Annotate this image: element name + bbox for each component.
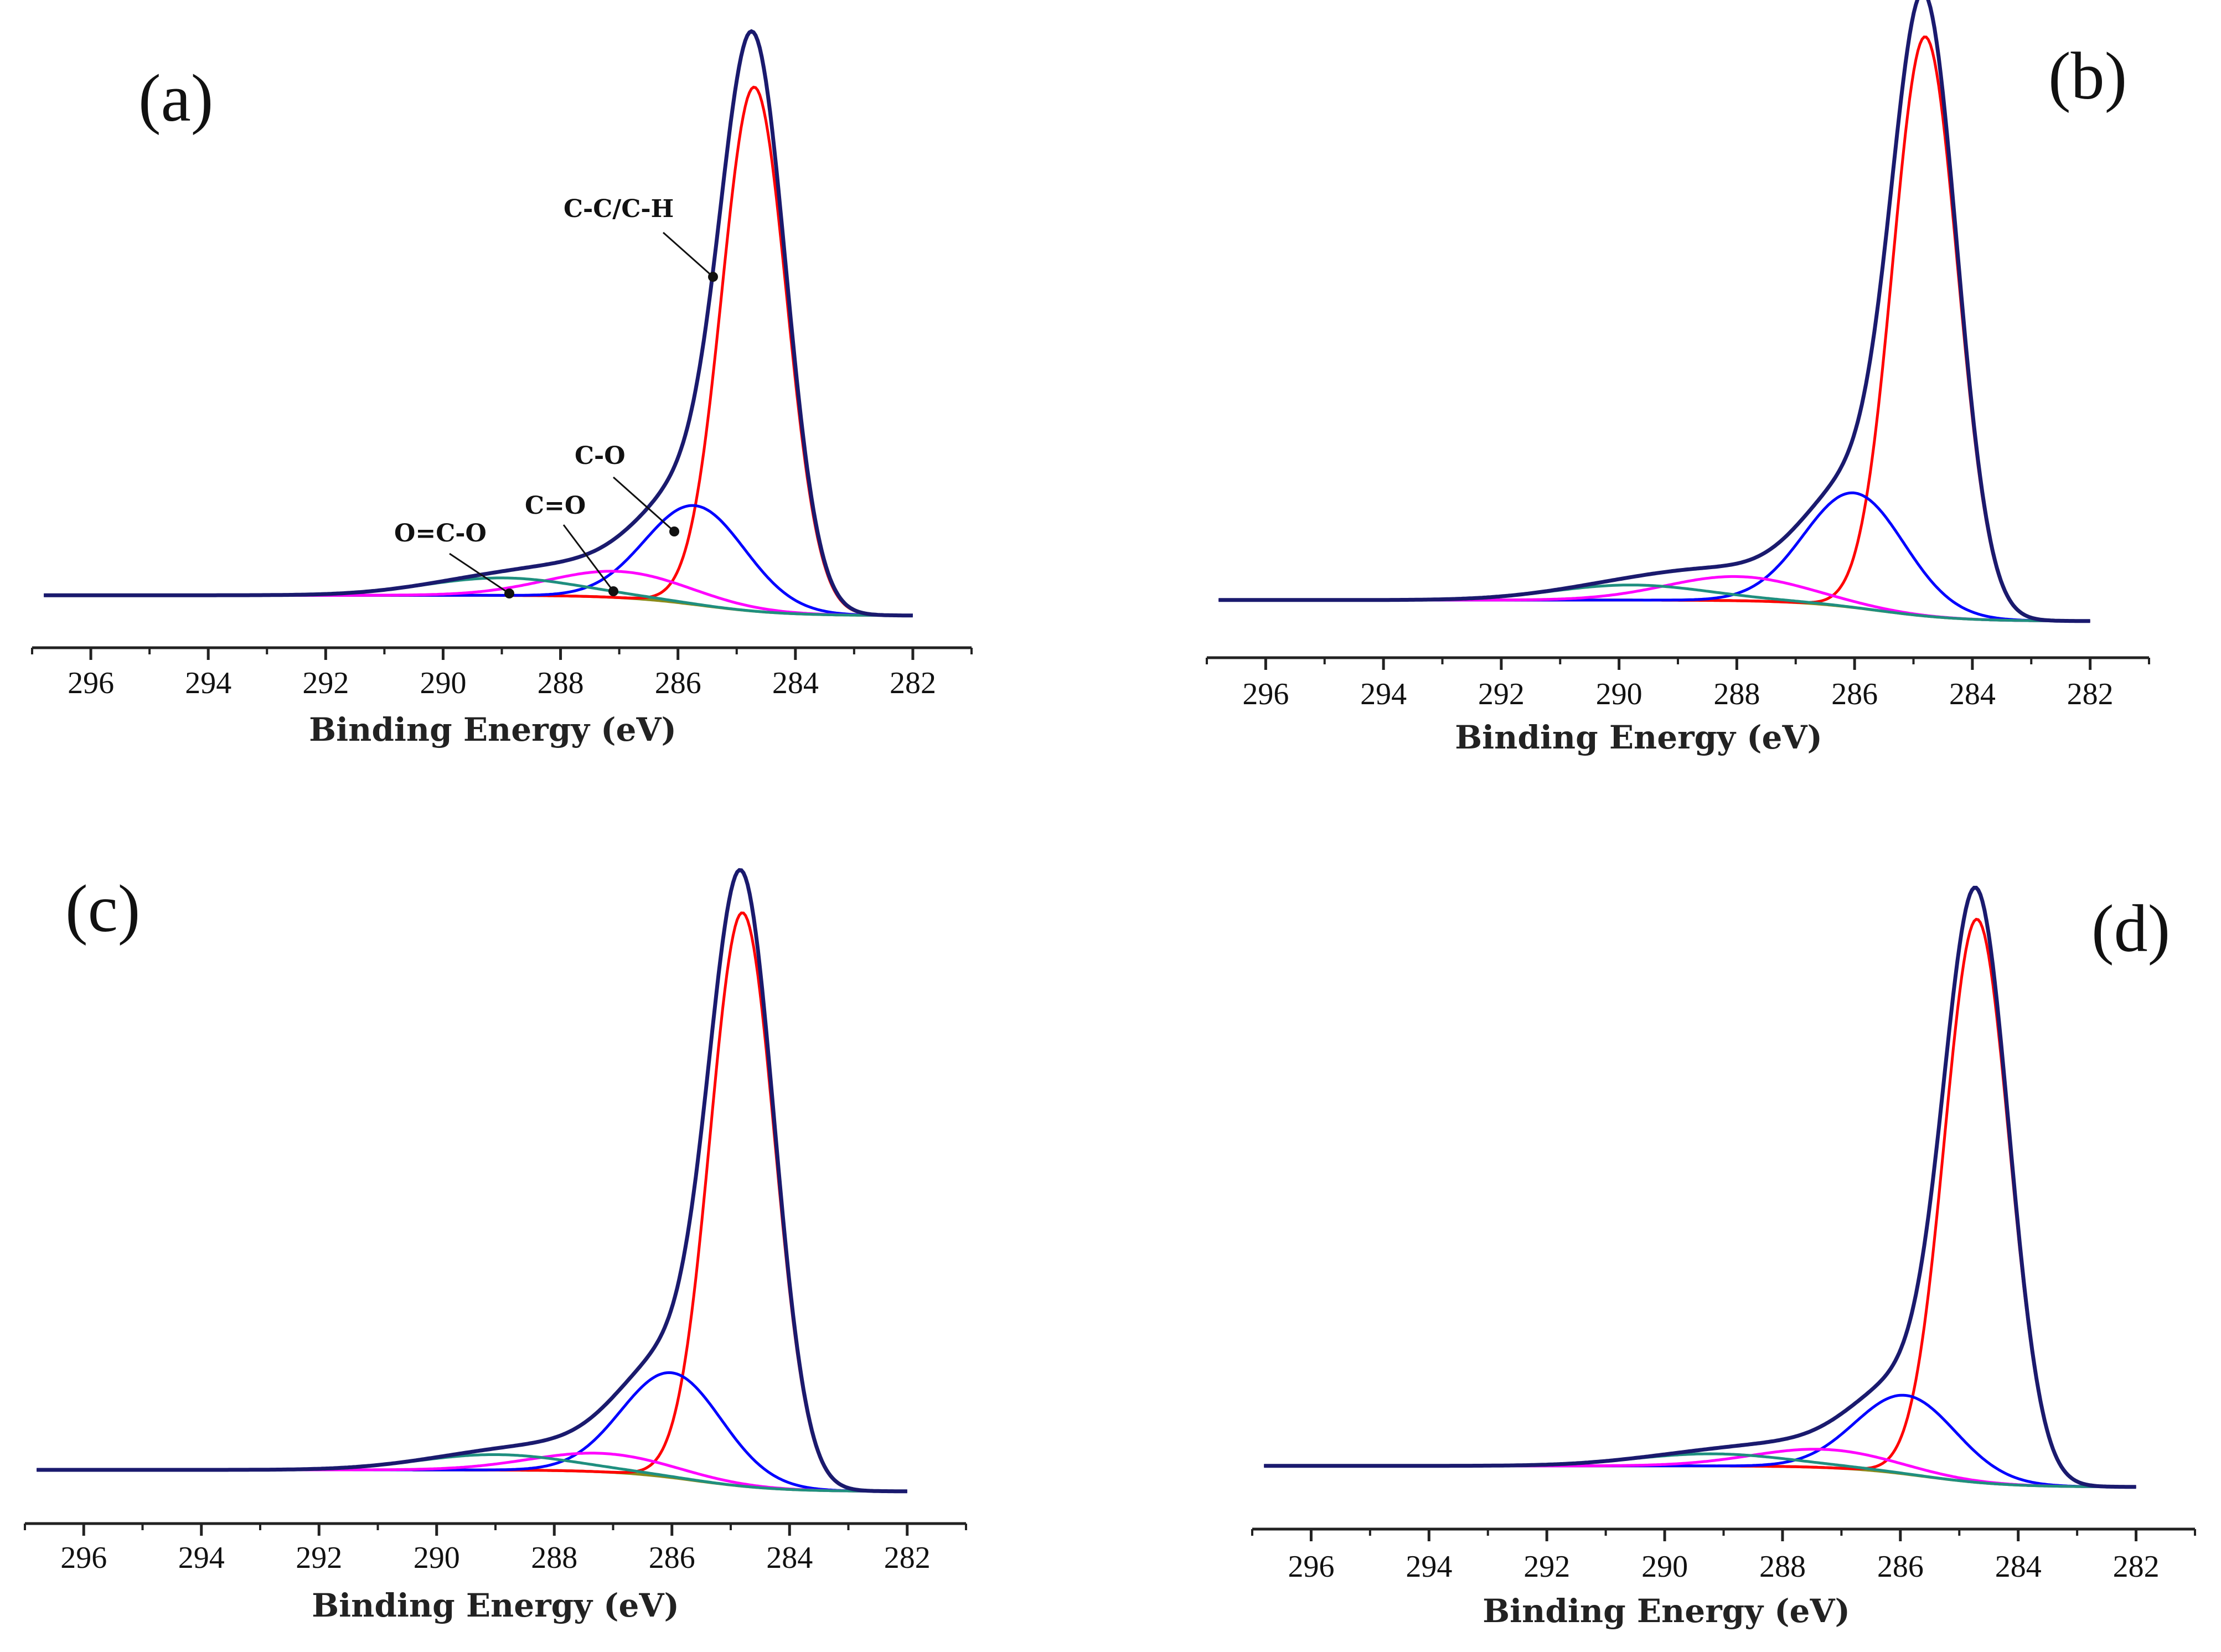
panel-b: (b) 296 294 292 290 288 286 284 282 Binding Ene… xyxy=(1206,0,2150,756)
panel-b-tick-label-294: 294 xyxy=(1360,677,1407,711)
panel-a-tick-label-284: 284 xyxy=(772,666,819,700)
panel-d-curves xyxy=(1264,886,2136,1489)
panel-c-label: (c) xyxy=(65,871,140,946)
panel-c-series-envelope xyxy=(37,868,907,1494)
panel-b-tick-label-288: 288 xyxy=(1713,677,1760,711)
panel-d-x-axis-title: Binding Energy (eV) xyxy=(1483,1592,1850,1630)
panel-c-tick-label-288: 288 xyxy=(531,1541,577,1575)
panel-a-tick-label-282: 282 xyxy=(890,666,936,700)
panel-d-tick-label-286: 286 xyxy=(1877,1550,1924,1584)
panel-a: (a) 296 294 292 290 288 286 284 282 Binding Ene… xyxy=(31,29,973,748)
panel-c-tick-label-292: 292 xyxy=(296,1541,342,1575)
panel-a-tick-label-290: 290 xyxy=(420,666,466,700)
panel-c-tick-label-290: 290 xyxy=(414,1541,460,1575)
panel-a-tick-label-286: 286 xyxy=(655,666,701,700)
panel-c-series-o-c-o xyxy=(37,1453,907,1493)
panel-b-tick-label-282: 282 xyxy=(2067,677,2114,711)
panel-d-tick-label-288: 288 xyxy=(1759,1550,1806,1584)
panel-c-curves xyxy=(37,868,907,1494)
panel-b-ticks: 296 294 292 290 288 286 284 282 xyxy=(1206,658,2150,711)
annotation-c-double-o-marker xyxy=(608,586,618,596)
annotation-o-c-o: O=C-O xyxy=(394,519,487,548)
panel-a-curves xyxy=(44,29,913,618)
panel-a-tick-label-296: 296 xyxy=(68,666,114,700)
panel-d-series-c-o xyxy=(1264,1393,2136,1489)
panel-b-tick-label-292: 292 xyxy=(1478,677,1525,711)
annotation-o-c-o-pointer xyxy=(449,553,510,595)
panel-b-curves xyxy=(1218,0,2090,623)
annotation-c-c-c-h: C-C/C-H xyxy=(564,195,674,223)
panel-d: (d) 296 294 292 290 288 286 284 282 Binding Ene… xyxy=(1251,886,2196,1630)
panel-a-label: (a) xyxy=(138,61,213,136)
panel-a-x-axis-title: Binding Energy (eV) xyxy=(309,711,676,748)
panel-c-series-c-o xyxy=(37,1371,907,1493)
panel-c-ticks: 296 294 292 290 288 286 284 282 xyxy=(24,1524,967,1575)
panel-d-tick-label-296: 296 xyxy=(1288,1550,1334,1584)
panel-d-ticks: 296 294 292 290 288 286 284 282 xyxy=(1251,1529,2196,1584)
annotation-c-double-o-pointer xyxy=(562,524,614,592)
panel-d-tick-label-294: 294 xyxy=(1406,1550,1452,1584)
panel-a-annotations: C-C/C-H C-O C=O O=C-O xyxy=(394,195,718,598)
panel-b-series-o-c-o xyxy=(1218,584,2090,623)
annotation-c-c-c-h-pointer xyxy=(663,231,714,278)
panel-d-label: (d) xyxy=(2091,891,2170,966)
annotation-c-o-marker xyxy=(669,526,679,536)
panel-c-tick-label-284: 284 xyxy=(766,1541,813,1575)
panel-c-tick-label-294: 294 xyxy=(178,1541,225,1575)
panel-d-tick-label-284: 284 xyxy=(1995,1550,2042,1584)
annotation-c-o: C-O xyxy=(575,442,626,470)
panel-c-tick-label-296: 296 xyxy=(60,1541,107,1575)
annotation-c-c-c-h-marker xyxy=(708,272,718,282)
annotation-c-double-o: C=O xyxy=(525,492,586,520)
panel-b-series-c-c-c-h xyxy=(1218,35,2090,623)
panel-c-series-c-o xyxy=(37,1452,907,1493)
panel-a-tick-label-294: 294 xyxy=(185,666,231,700)
panel-a-tick-label-288: 288 xyxy=(538,666,584,700)
panel-a-series-envelope xyxy=(44,29,913,618)
panel-c-x-axis-title: Binding Energy (eV) xyxy=(312,1587,679,1624)
panel-c-tick-label-286: 286 xyxy=(649,1541,695,1575)
annotation-o-c-o-marker xyxy=(504,588,514,598)
panel-a-tick-label-292: 292 xyxy=(302,666,349,700)
panel-d-tick-label-292: 292 xyxy=(1523,1550,1570,1584)
panel-b-tick-label-296: 296 xyxy=(1242,677,1289,711)
panel-d-tick-label-290: 290 xyxy=(1641,1550,1688,1584)
panel-a-ticks: 296 294 292 290 288 286 284 282 xyxy=(31,648,973,700)
panel-c-tick-label-282: 282 xyxy=(884,1541,931,1575)
panel-b-x-axis-title: Binding Energy (eV) xyxy=(1455,719,1822,756)
panel-d-tick-label-282: 282 xyxy=(2113,1550,2160,1584)
panel-b-tick-label-290: 290 xyxy=(1596,677,1642,711)
panel-c-series-c-c-c-h xyxy=(37,911,907,1493)
panel-d-series-c-c-c-h xyxy=(1264,917,2136,1489)
panel-b-series-envelope xyxy=(1218,0,2090,623)
panel-d-series-o-c-o xyxy=(1264,1452,2136,1489)
annotation-c-o-pointer xyxy=(613,476,675,533)
panel-b-tick-label-284: 284 xyxy=(1949,677,1996,711)
panel-c: (c) 296 294 292 290 288 286 284 282 Binding Ene… xyxy=(24,868,967,1624)
panel-b-tick-label-286: 286 xyxy=(1831,677,1878,711)
panel-d-series-envelope xyxy=(1264,886,2136,1489)
panel-b-label: (b) xyxy=(2048,39,2127,113)
